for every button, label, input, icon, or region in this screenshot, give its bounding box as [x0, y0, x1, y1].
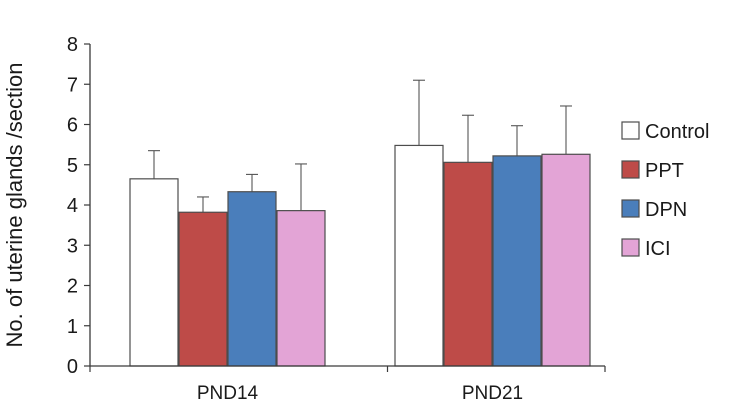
- error-bars: [148, 79, 572, 213]
- bar-control-pnd14: [129, 178, 179, 367]
- bar-ppt-pnd14: [178, 211, 228, 367]
- legend-swatch-dpn: [621, 199, 640, 218]
- legend-label-dpn: DPN: [645, 199, 687, 221]
- y-tick-label: 8: [67, 34, 78, 56]
- y-tick-label: 0: [67, 356, 78, 378]
- y-tick-label: 4: [67, 195, 78, 217]
- y-tick-label: 6: [67, 115, 78, 137]
- bar-ici-pnd21: [541, 153, 591, 367]
- y-tick-label: 2: [67, 276, 78, 298]
- y-tick-label: 3: [67, 235, 78, 257]
- x-tick-label: PND21: [462, 383, 523, 404]
- legend-label-ici: ICI: [645, 238, 671, 260]
- bar-dpn-pnd21: [492, 155, 542, 367]
- legend-swatch-ici: [621, 238, 640, 257]
- bar-dpn-pnd14: [227, 191, 277, 367]
- bar-ici-pnd14: [276, 210, 326, 367]
- x-ticks: PND14 PND21: [89, 366, 606, 404]
- y-tick-label: 1: [67, 316, 78, 338]
- bars: [129, 144, 591, 367]
- bar-control-pnd21: [394, 144, 444, 367]
- y-tick-label: 7: [67, 74, 78, 96]
- y-axis-title: No. of uterine glands /section: [2, 63, 27, 348]
- legend: Control PPT DPN ICI: [621, 121, 709, 260]
- bar-ppt-pnd21: [443, 161, 493, 367]
- x-tick-label: PND14: [197, 383, 259, 404]
- legend-swatch-control: [621, 121, 640, 140]
- legend-label-ppt: PPT: [645, 160, 684, 182]
- y-tick-label: 5: [67, 155, 78, 177]
- y-ticks: 0 1 2 3 4 5 6 7 8: [67, 34, 90, 378]
- legend-swatch-ppt: [621, 160, 640, 179]
- legend-label-control: Control: [645, 121, 709, 143]
